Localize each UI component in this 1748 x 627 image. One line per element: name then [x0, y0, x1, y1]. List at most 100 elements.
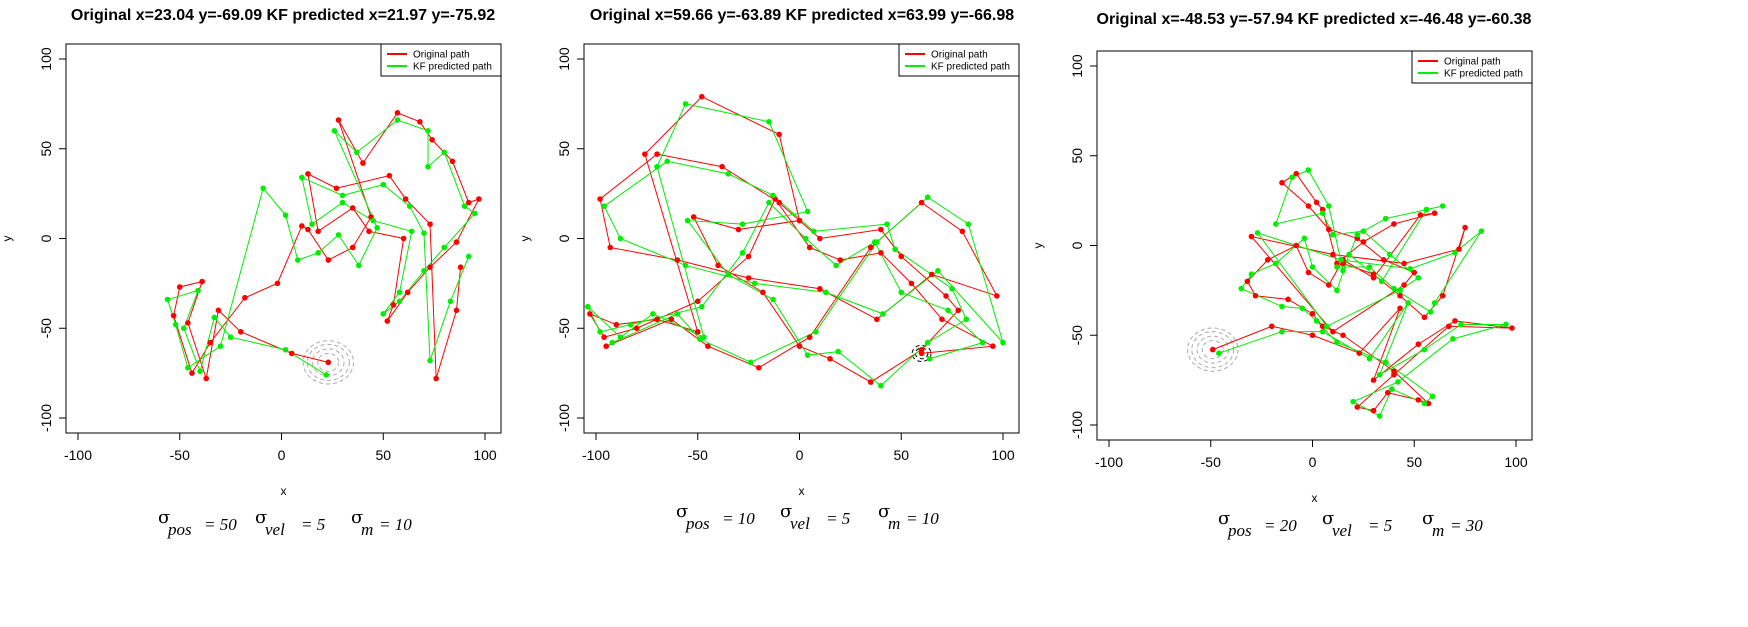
- kf-predicted-point: [1289, 174, 1295, 181]
- kf-predicted-point: [323, 372, 330, 378]
- kf-predicted-point: [396, 298, 403, 305]
- kf-predicted-point: [684, 217, 691, 224]
- y-tick-label: 50: [556, 141, 572, 157]
- original-path-point: [384, 318, 391, 324]
- original-path-point: [806, 244, 813, 251]
- uncertainty-ring: [1201, 340, 1224, 360]
- y-tick-label: 50: [1069, 148, 1085, 164]
- y-tick-label: 0: [556, 234, 572, 242]
- kf-predicted-point: [833, 262, 839, 269]
- x-tick-label: -50: [1201, 454, 1221, 470]
- original-path-point: [1456, 246, 1462, 252]
- kf-predicted-point: [1421, 400, 1428, 407]
- original-path-point: [908, 280, 915, 287]
- x-tick-label: -50: [170, 447, 190, 463]
- kf-predicted-point: [1313, 318, 1320, 324]
- kf-predicted-point: [461, 203, 468, 209]
- original-path-point: [760, 289, 766, 296]
- original-path-point: [1401, 282, 1407, 288]
- y-tick-label: -100: [38, 404, 54, 432]
- chart-panel-1: Original x=23.04 y=-69.09 KF predicted x…: [0, 7, 502, 539]
- original-path-point: [325, 359, 332, 366]
- original-path-point: [796, 217, 803, 224]
- kf-predicted-point: [211, 314, 218, 321]
- kf-predicted-point: [356, 262, 362, 269]
- original-path-point: [1370, 271, 1377, 278]
- x-tick-label: 50: [893, 447, 909, 463]
- uncertainty-ring: [1187, 327, 1239, 372]
- original-path-point: [1380, 257, 1387, 263]
- kf-predicted-point: [394, 117, 401, 123]
- x-tick-label: 50: [1406, 454, 1422, 470]
- original-path-point: [476, 196, 482, 202]
- kf-predicted-point: [309, 221, 315, 227]
- kf-predicted-point: [472, 210, 478, 217]
- kf-predicted-point: [181, 325, 187, 332]
- kf-predicted-point: [1354, 231, 1361, 238]
- kf-predicted-point: [1423, 206, 1430, 213]
- legend-entry: KF predicted path: [413, 62, 492, 73]
- y-tick-label: 100: [38, 47, 54, 71]
- kf-predicted-point: [282, 346, 289, 353]
- kf-predicted-point: [1323, 323, 1330, 330]
- kf-predicted-point: [1429, 393, 1436, 400]
- kf-predicted-point: [1238, 285, 1245, 292]
- kf-predicted-point: [802, 235, 809, 242]
- original-path-point: [400, 235, 407, 242]
- kf-predicted-point: [1216, 350, 1222, 357]
- original-path-point: [1401, 260, 1407, 267]
- kf-predicted-point: [1415, 275, 1422, 281]
- kf-predicted-point: [770, 296, 776, 303]
- kf-predicted-point: [1000, 339, 1006, 346]
- x-tick-label: 0: [796, 447, 804, 463]
- x-axis-label: x: [1312, 491, 1318, 505]
- original-path-point: [994, 293, 1000, 299]
- kf-predicted-point: [924, 194, 931, 201]
- kf-predicted-point: [441, 244, 448, 251]
- kf-predicted-point: [1334, 264, 1340, 270]
- original-path-point: [874, 316, 880, 323]
- original-path-point: [1370, 407, 1377, 414]
- kf-predicted-point: [804, 208, 811, 215]
- kf-predicted-point: [747, 359, 754, 366]
- plot-frame: [583, 43, 1020, 434]
- kf-predicted-point: [617, 334, 624, 341]
- kf-predicted-point: [696, 336, 703, 342]
- original-path-point: [654, 316, 660, 323]
- kf-predicted-point: [1382, 359, 1389, 365]
- sigma-subscript: m: [888, 514, 900, 533]
- kf-predicted-point: [739, 221, 746, 227]
- kf-predicted-point: [1338, 257, 1344, 263]
- original-path-point: [939, 316, 945, 323]
- original-path-point: [465, 199, 472, 206]
- kf-predicted-point: [1389, 386, 1395, 392]
- original-path-point: [918, 346, 925, 353]
- kf-predicted-point: [627, 321, 634, 328]
- y-tick-label: -100: [1069, 411, 1085, 439]
- kf-predicted-point: [609, 339, 616, 346]
- original-path-point: [837, 257, 843, 263]
- x-tick-label: -100: [582, 447, 610, 463]
- kf-predicted-point: [597, 329, 603, 335]
- sigma-subscript: pos: [167, 520, 192, 539]
- kf-predicted-point: [898, 289, 905, 296]
- sigma-symbol: σ: [878, 501, 890, 522]
- original-path-point: [1252, 292, 1259, 299]
- kf-predicted-point: [949, 285, 955, 292]
- kf-predicted-point: [1273, 260, 1279, 267]
- kf-predicted-point: [195, 287, 201, 294]
- kf-predicted-point: [766, 199, 772, 206]
- kf-predicted-point: [282, 212, 289, 218]
- original-path-point: [1509, 325, 1515, 331]
- original-path-point: [1309, 332, 1316, 339]
- original-path-point: [394, 110, 401, 116]
- kf-predicted-point: [1248, 271, 1255, 278]
- kf-predicted-point: [1378, 278, 1385, 285]
- uncertainty-ring: [306, 343, 350, 381]
- original-path-point: [1264, 257, 1271, 263]
- y-tick-label: 100: [556, 47, 572, 71]
- sigma-symbol: σ: [158, 507, 170, 528]
- x-tick-label: -100: [1095, 454, 1123, 470]
- original-path-point: [694, 298, 701, 305]
